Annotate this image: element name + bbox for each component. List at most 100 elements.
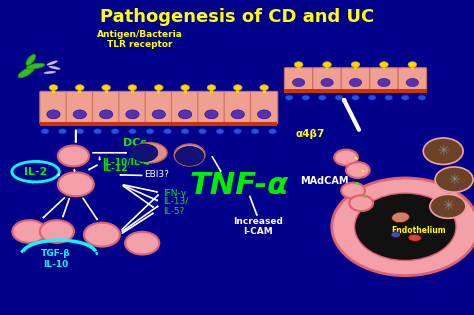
Text: Endothelium: Endothelium — [391, 226, 446, 235]
Circle shape — [76, 129, 84, 134]
Circle shape — [292, 78, 305, 87]
Text: ✳: ✳ — [438, 144, 449, 158]
Circle shape — [73, 110, 86, 119]
Text: T: T — [96, 229, 103, 239]
Text: T: T — [343, 153, 349, 162]
Text: IL-13/
IL-5?: IL-13/ IL-5? — [164, 197, 189, 216]
Circle shape — [131, 144, 158, 162]
Bar — [52, 89, 55, 93]
Circle shape — [378, 78, 390, 87]
FancyBboxPatch shape — [313, 68, 341, 92]
Circle shape — [216, 129, 224, 134]
Circle shape — [146, 129, 154, 134]
Bar — [131, 89, 134, 93]
FancyBboxPatch shape — [119, 91, 146, 124]
Bar — [105, 89, 108, 93]
Circle shape — [257, 110, 271, 119]
Circle shape — [251, 129, 259, 134]
Circle shape — [94, 129, 101, 134]
FancyBboxPatch shape — [250, 91, 278, 124]
Circle shape — [100, 110, 113, 119]
Circle shape — [355, 193, 456, 261]
Circle shape — [260, 85, 268, 90]
Circle shape — [40, 220, 74, 243]
Bar — [383, 66, 385, 69]
Text: MAdCAM: MAdCAM — [301, 176, 349, 186]
Ellipse shape — [47, 61, 57, 65]
Circle shape — [349, 78, 362, 87]
Text: ✳: ✳ — [442, 199, 454, 213]
Circle shape — [128, 85, 137, 90]
Circle shape — [75, 85, 84, 90]
Circle shape — [385, 95, 392, 100]
Circle shape — [334, 150, 358, 165]
Circle shape — [332, 178, 474, 276]
Text: T: T — [358, 199, 364, 208]
Text: Antigen/Bacteria
TLR receptor: Antigen/Bacteria TLR receptor — [97, 30, 183, 49]
Circle shape — [234, 129, 241, 134]
Text: IL-10/IL-4: IL-10/IL-4 — [102, 158, 150, 167]
Ellipse shape — [12, 161, 59, 182]
Text: T: T — [70, 150, 77, 160]
Circle shape — [323, 62, 331, 67]
FancyBboxPatch shape — [198, 91, 225, 124]
Circle shape — [335, 95, 343, 100]
Bar — [354, 66, 357, 69]
Circle shape — [181, 85, 190, 90]
Text: Th1: Th1 — [20, 227, 38, 236]
Circle shape — [406, 78, 419, 87]
Circle shape — [302, 95, 310, 100]
Text: IFN-γ: IFN-γ — [164, 189, 187, 198]
Circle shape — [84, 223, 120, 247]
Text: rep: rep — [107, 235, 118, 241]
FancyBboxPatch shape — [66, 91, 93, 124]
Circle shape — [349, 195, 373, 211]
Circle shape — [179, 110, 192, 119]
Text: Th2: Th2 — [48, 227, 66, 236]
Ellipse shape — [18, 67, 34, 78]
Circle shape — [59, 129, 66, 134]
Ellipse shape — [408, 234, 421, 241]
Circle shape — [368, 95, 376, 100]
FancyBboxPatch shape — [341, 68, 370, 92]
Text: TNF-α: TNF-α — [190, 171, 289, 200]
Bar — [237, 89, 239, 93]
Circle shape — [435, 167, 473, 192]
Circle shape — [155, 85, 163, 90]
Circle shape — [341, 183, 365, 198]
Ellipse shape — [391, 232, 401, 238]
Circle shape — [41, 129, 49, 134]
Bar — [78, 89, 81, 93]
FancyBboxPatch shape — [92, 91, 120, 124]
Circle shape — [380, 62, 388, 67]
Circle shape — [285, 95, 293, 100]
Text: T: T — [355, 166, 361, 175]
Circle shape — [126, 110, 139, 119]
Circle shape — [319, 95, 326, 100]
Bar — [157, 89, 160, 93]
Bar — [411, 66, 414, 69]
Circle shape — [418, 95, 426, 100]
Circle shape — [199, 129, 206, 134]
Circle shape — [175, 146, 204, 165]
FancyBboxPatch shape — [284, 68, 313, 92]
FancyBboxPatch shape — [370, 68, 398, 92]
Circle shape — [12, 220, 46, 243]
Bar — [184, 89, 187, 93]
Circle shape — [181, 129, 189, 134]
Bar — [326, 66, 328, 69]
Circle shape — [351, 62, 360, 67]
Circle shape — [294, 62, 303, 67]
Bar — [263, 89, 265, 93]
Text: IL-12: IL-12 — [102, 164, 128, 173]
Ellipse shape — [174, 144, 205, 166]
Ellipse shape — [131, 142, 167, 163]
Circle shape — [129, 129, 137, 134]
FancyBboxPatch shape — [172, 91, 199, 124]
Bar — [210, 89, 213, 93]
Text: T: T — [350, 186, 356, 195]
Circle shape — [401, 95, 409, 100]
Ellipse shape — [26, 54, 36, 65]
Text: NK-T: NK-T — [133, 239, 152, 248]
Bar — [284, 89, 427, 93]
